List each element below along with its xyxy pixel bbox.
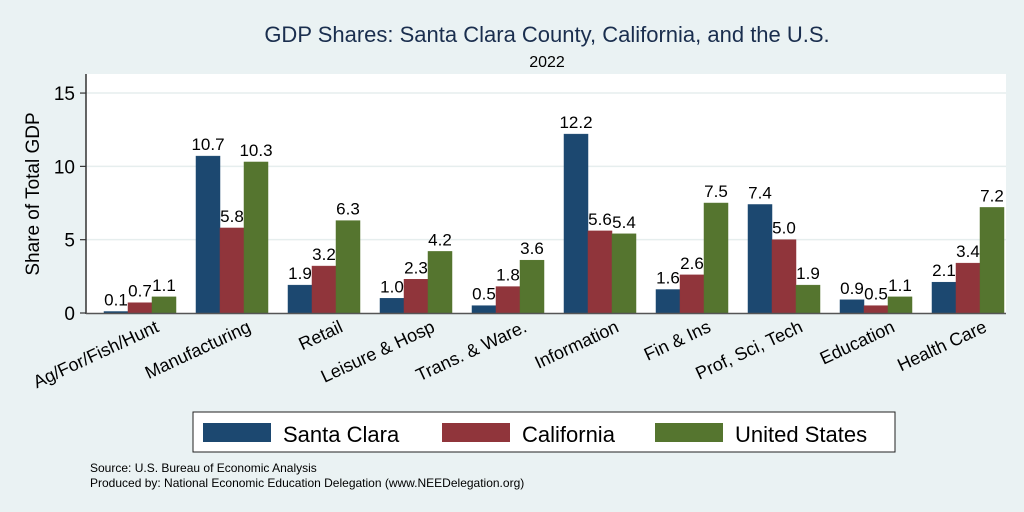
legend-swatch — [203, 423, 271, 442]
data-label: 6.3 — [336, 200, 360, 219]
x-tick-label: Manufacturing — [142, 316, 254, 382]
bar-united-states-2 — [335, 220, 361, 314]
bar-santa-clara-8 — [839, 299, 865, 314]
data-label: 3.4 — [956, 242, 980, 261]
y-tick-label: 0 — [64, 304, 75, 325]
bar-santa-clara-2 — [287, 284, 313, 314]
data-label: 0.9 — [840, 279, 864, 298]
bar-california-1 — [219, 227, 245, 314]
bar-united-states-8 — [887, 296, 913, 314]
bar-united-states-0 — [151, 296, 177, 314]
chart-subtitle: 2022 — [529, 54, 565, 71]
data-label: 12.2 — [559, 113, 592, 132]
legend-label: California — [522, 422, 616, 447]
data-label: 1.9 — [288, 264, 312, 283]
data-label: 0.5 — [472, 285, 496, 304]
y-tick-label: 5 — [64, 231, 75, 252]
bar-united-states-7 — [795, 284, 821, 314]
source-note: Source: U.S. Bureau of Economic Analysis — [90, 461, 317, 475]
data-label: 7.2 — [980, 186, 1004, 205]
data-label: 7.5 — [704, 182, 728, 201]
bar-california-4 — [495, 286, 521, 314]
bar-california-2 — [311, 265, 337, 314]
x-tick-label: Retail — [296, 316, 346, 354]
bar-california-0 — [127, 302, 153, 314]
data-label: 1.8 — [496, 266, 520, 285]
bar-santa-clara-1 — [195, 155, 221, 314]
legend-swatch — [655, 423, 723, 442]
x-tick-label: Fin & Ins — [641, 316, 714, 364]
data-label: 1.0 — [380, 277, 404, 296]
data-label: 0.1 — [104, 291, 128, 310]
bar-california-3 — [403, 279, 429, 314]
legend-box — [192, 411, 896, 453]
data-label: 0.7 — [128, 282, 152, 301]
bar-santa-clara-6 — [655, 289, 681, 314]
data-label: 7.4 — [748, 183, 772, 202]
data-label: 5.6 — [588, 210, 612, 229]
data-label: 5.0 — [772, 219, 796, 238]
bar-california-8 — [863, 305, 889, 314]
data-label: 4.2 — [428, 230, 452, 249]
bar-santa-clara-4 — [471, 305, 497, 314]
bar-united-states-6 — [703, 202, 729, 314]
legend-label: Santa Clara — [283, 422, 400, 447]
y-tick-label: 15 — [54, 84, 75, 105]
bar-united-states-5 — [611, 233, 637, 314]
data-labels: 0.1 0.7 1.110.75.810.31.93.26.31.02.34.20.… — [104, 113, 1004, 309]
bar-santa-clara-9 — [931, 281, 957, 314]
data-label: 0.5 — [864, 285, 888, 304]
y-axis-label: Share of Total GDP — [23, 112, 44, 275]
bar-california-9 — [955, 262, 981, 314]
legend-label: United States — [735, 422, 867, 447]
data-label: 1.9 — [796, 264, 820, 283]
x-tick-label: Ag/For/Fish/Hunt — [30, 316, 162, 392]
data-label: 1.1 — [888, 276, 912, 295]
bar-santa-clara-7 — [747, 204, 773, 314]
chart-title: GDP Shares: Santa Clara County, Californ… — [264, 22, 829, 47]
bar-united-states-9 — [979, 207, 1005, 314]
produced-by-note: Produced by: National Economic Education… — [90, 476, 524, 490]
data-label: 10.7 — [191, 135, 224, 154]
y-tick-label: 10 — [54, 157, 75, 178]
x-tick-label: Health Care — [894, 316, 990, 375]
data-label: 10.3 — [239, 141, 272, 160]
bar-santa-clara-5 — [563, 133, 589, 314]
data-label: 2.1 — [932, 261, 956, 280]
data-label: 1.1 — [152, 276, 176, 295]
data-label: 1.6 — [656, 269, 680, 288]
x-tick-label: Education — [817, 316, 898, 368]
bar-united-states-3 — [427, 251, 453, 314]
bar-california-5 — [587, 230, 613, 314]
bar-santa-clara-3 — [379, 298, 405, 314]
bar-california-7 — [771, 239, 797, 314]
legend: Santa Clara California United States — [192, 411, 896, 453]
x-tick-label: Information — [532, 316, 622, 372]
data-label: 2.3 — [404, 258, 428, 277]
bar-united-states-1 — [243, 161, 269, 314]
data-label: 5.8 — [220, 207, 244, 226]
data-label: 3.6 — [520, 239, 544, 258]
data-label: 2.6 — [680, 254, 704, 273]
legend-swatch — [442, 423, 510, 442]
bar-california-6 — [679, 274, 705, 314]
data-label: 5.4 — [612, 213, 636, 232]
data-label: 3.2 — [312, 245, 336, 264]
y-axis-ticks: 0 5 10 15 — [54, 84, 86, 325]
bars — [103, 133, 1005, 314]
bar-united-states-4 — [519, 259, 545, 314]
